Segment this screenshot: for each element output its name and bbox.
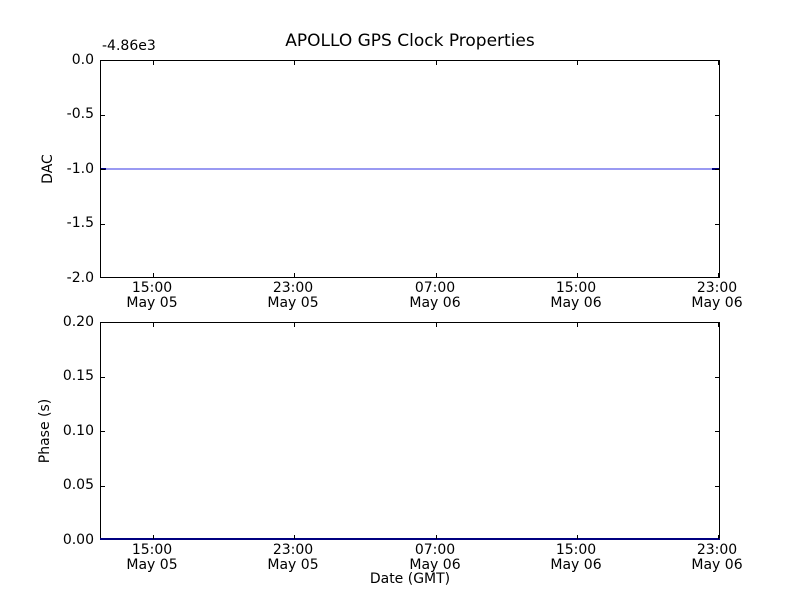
tick-mark xyxy=(715,486,719,487)
y-tick-label: 0.05 xyxy=(62,477,94,493)
x-tick-label: 15:00 May 05 xyxy=(126,281,177,311)
x-tick-time: 15:00 xyxy=(131,280,173,296)
tick-mark xyxy=(436,535,437,539)
tick-mark xyxy=(101,115,105,116)
x-tick-time: 15:00 xyxy=(131,542,173,558)
tick-mark xyxy=(153,535,154,539)
x-tick-date: May 05 xyxy=(267,557,319,573)
tick-mark xyxy=(715,377,719,378)
y-tick-label: -2.0 xyxy=(66,270,94,286)
x-tick-date: May 05 xyxy=(267,295,319,311)
tick-mark xyxy=(101,486,105,487)
tick-mark xyxy=(718,61,719,65)
tick-mark xyxy=(153,61,154,65)
y-tick-label: 0.0 xyxy=(71,52,94,68)
tick-mark xyxy=(101,224,105,225)
phase-series-line xyxy=(100,538,720,540)
y-tick-label: -1.0 xyxy=(66,161,94,177)
y-tick-label: -1.5 xyxy=(66,215,94,231)
tick-mark xyxy=(294,535,295,539)
x-tick-date: May 06 xyxy=(691,295,743,311)
x-tick-label: 23:00 May 05 xyxy=(267,543,318,573)
x-tick-label: 07:00 May 06 xyxy=(409,543,460,573)
tick-mark xyxy=(718,535,719,539)
y-tick-label: 0.15 xyxy=(62,368,94,384)
tick-mark xyxy=(715,169,719,170)
tick-mark xyxy=(294,273,295,277)
tick-mark xyxy=(718,323,719,327)
tick-mark xyxy=(577,61,578,65)
x-tick-time: 15:00 xyxy=(555,542,597,558)
x-tick-label: 23:00 May 06 xyxy=(691,543,742,573)
x-tick-label: 07:00 May 06 xyxy=(409,281,460,311)
tick-mark xyxy=(101,169,105,170)
y-tick-label: 0.10 xyxy=(62,423,94,439)
tick-mark xyxy=(715,115,719,116)
x-tick-label: 23:00 May 06 xyxy=(691,281,742,311)
y-tick-label: 0.20 xyxy=(62,314,94,330)
dac-series-line xyxy=(101,168,719,170)
x-tick-date: May 06 xyxy=(550,295,602,311)
x-tick-time: 23:00 xyxy=(696,542,738,558)
tick-mark xyxy=(577,535,578,539)
x-tick-time: 07:00 xyxy=(414,542,456,558)
chart-title: APOLLO GPS Clock Properties xyxy=(285,31,535,51)
tick-mark xyxy=(718,273,719,277)
tick-mark xyxy=(436,323,437,327)
tick-mark xyxy=(101,377,105,378)
x-tick-date: May 06 xyxy=(409,557,461,573)
tick-mark xyxy=(577,323,578,327)
x-tick-label: 15:00 May 05 xyxy=(126,543,177,573)
x-tick-date: May 05 xyxy=(126,295,178,311)
x-tick-time: 15:00 xyxy=(555,280,597,296)
y-axis-offset-label: -4.86e3 xyxy=(102,38,156,54)
x-tick-time: 23:00 xyxy=(272,280,314,296)
x-tick-date: May 05 xyxy=(126,557,178,573)
x-axis-label-date-gmt: Date (GMT) xyxy=(369,571,451,587)
x-tick-date: May 06 xyxy=(691,557,743,573)
bottom-plot-area xyxy=(100,322,720,540)
x-tick-label: 15:00 May 06 xyxy=(550,281,601,311)
tick-mark xyxy=(153,323,154,327)
x-tick-time: 07:00 xyxy=(414,280,456,296)
tick-mark xyxy=(153,273,154,277)
y-tick-label: 0.00 xyxy=(62,532,94,548)
y-tick-label: -0.5 xyxy=(66,106,94,122)
tick-mark xyxy=(101,431,105,432)
tick-mark xyxy=(715,224,719,225)
x-tick-label: 23:00 May 05 xyxy=(267,281,318,311)
tick-mark xyxy=(715,431,719,432)
tick-mark xyxy=(436,61,437,65)
tick-mark xyxy=(577,273,578,277)
x-tick-time: 23:00 xyxy=(696,280,738,296)
tick-mark xyxy=(294,323,295,327)
x-tick-label: 15:00 May 06 xyxy=(550,543,601,573)
tick-mark xyxy=(436,273,437,277)
tick-mark xyxy=(294,61,295,65)
x-tick-date: May 06 xyxy=(409,295,461,311)
x-tick-date: May 06 xyxy=(550,557,602,573)
x-tick-time: 23:00 xyxy=(272,542,314,558)
top-plot-area xyxy=(100,60,720,278)
